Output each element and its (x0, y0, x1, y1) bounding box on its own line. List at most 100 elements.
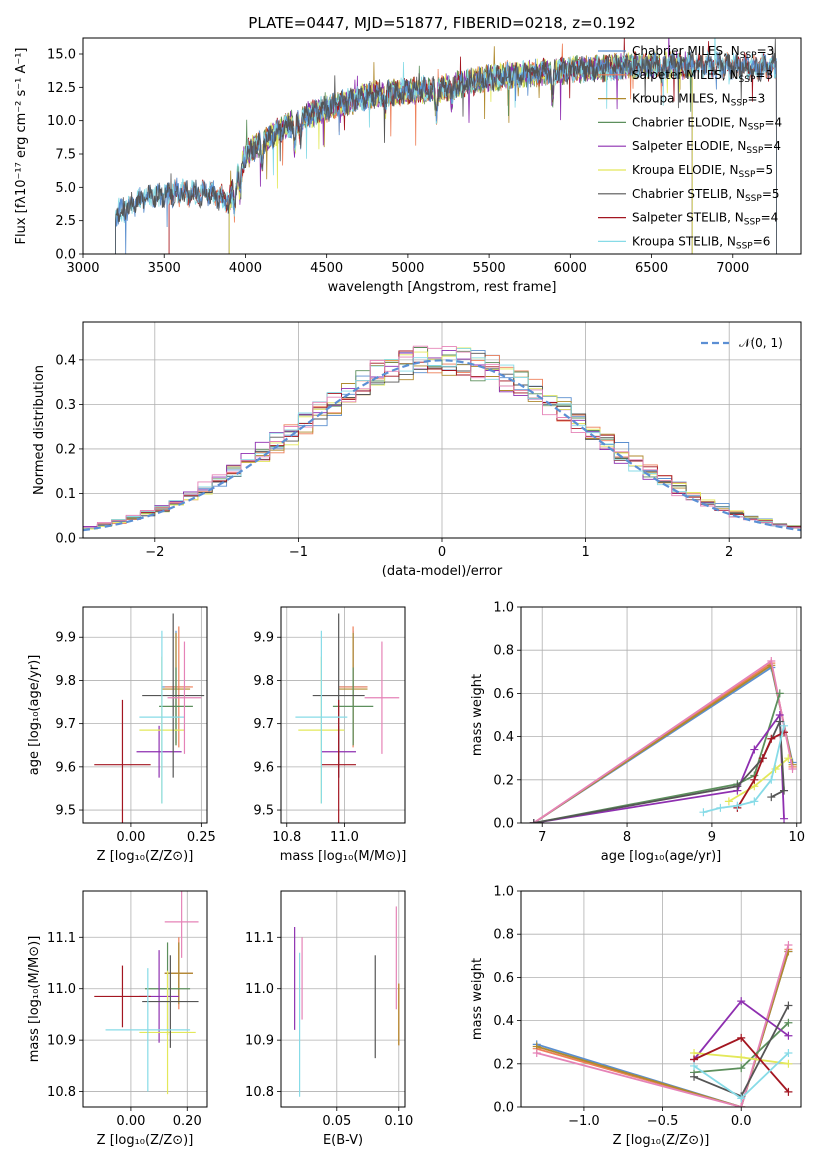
weight-marker (737, 1053, 746, 1062)
legend-n: =4 (763, 139, 781, 153)
weight-marker (784, 941, 793, 949)
weight-marker (784, 1087, 793, 1096)
y-tick-label: 9.8 (55, 674, 76, 689)
x-tick-label: 10 (788, 830, 805, 845)
y-tick-label: 9.5 (253, 804, 274, 819)
y-tick-label: 0.4 (493, 730, 514, 745)
histogram-pink (83, 345, 801, 538)
weight-marker (758, 754, 767, 763)
weight-marker (775, 717, 784, 726)
plot-area (83, 345, 801, 538)
y-axis-label: Normed distribution (32, 365, 47, 495)
x-tick-label: 0.25 (187, 830, 216, 845)
y-tick-label: 9.6 (253, 760, 274, 775)
legend-text: Chabrier MILES, N (632, 44, 740, 58)
figure-title: PLATE=0447, MJD=51877, FIBERID=0218, z=0… (248, 14, 635, 32)
axes-frame (520, 606, 802, 824)
legend-n: =3 (755, 68, 773, 82)
y-tick-label: 0.8 (493, 644, 514, 659)
weight-vs-Z-panel: −1.0 −0.5 0.0 0.0 0.2 0.4 0.6 0.8 1.0 Z [log₁₀(Z/… (470, 885, 802, 1148)
x-axis-label: (data-model)/error (382, 564, 503, 579)
weight-marker (767, 775, 776, 784)
y-axis-label: Flux [fλ10⁻¹⁷ erg cm⁻² s⁻¹ A⁻¹] (14, 48, 29, 245)
legend-text: Kroupa STELIB, N (632, 234, 736, 248)
x-tick-label: 0.00 (116, 1114, 145, 1129)
y-tick-label: 10.9 (245, 1034, 274, 1049)
legend-text: Salpeter MILES, N (632, 68, 739, 82)
x-tick-label: 0.10 (384, 1114, 413, 1129)
x-tick-label: 1 (581, 545, 589, 560)
x-axis-label: mass [log₁₀(M/M⊙)] (280, 849, 407, 864)
weight-marker (780, 814, 789, 823)
weight-marker (784, 754, 793, 763)
plot-area (94, 891, 199, 1095)
weight-marker (737, 997, 746, 1006)
legend-subscript: SSP (745, 194, 762, 204)
y-tick-label: 10.0 (47, 114, 76, 129)
axes-frame (82, 890, 208, 1108)
axes-frame (280, 890, 406, 1108)
weight-line (533, 693, 781, 823)
y-tick-label: 11.0 (245, 982, 274, 997)
legend-entry: Chabrier ELODIE, NSSP=4 (632, 115, 782, 132)
y-tick-label: 0.0 (55, 532, 76, 547)
x-tick-label: −1.0 (568, 1114, 600, 1129)
x-axis-label: Z [log₁₀(Z/Z⊙)] (97, 1133, 194, 1148)
legend-n: =6 (753, 234, 771, 248)
y-tick-label: 11.0 (47, 982, 76, 997)
y-tick-label: 1.0 (493, 885, 514, 900)
y-tick-label: 15.0 (47, 48, 76, 63)
axes-frame (82, 606, 208, 824)
legend-n: =5 (762, 187, 780, 201)
x-axis-label: E(B-V) (323, 1133, 363, 1148)
legend-subscript: SSP (748, 122, 765, 132)
x-tick-label: 6000 (554, 261, 587, 276)
y-tick-label: 0.4 (55, 353, 76, 368)
x-tick-label: 4500 (310, 261, 343, 276)
legend-subscript: SSP (739, 75, 756, 85)
legend-n: =3 (757, 44, 775, 58)
y-tick-label: 10.8 (245, 1085, 274, 1100)
weight-marker (784, 1031, 793, 1040)
plot-area (529, 657, 797, 823)
x-tick-label: 3000 (66, 261, 99, 276)
x-tick-label: 0.0 (731, 1114, 752, 1129)
x-tick-label: −1 (289, 545, 308, 560)
weight-marker (690, 1061, 699, 1070)
legend-entry: Chabrier MILES, NSSP=3 (632, 44, 774, 61)
y-tick-label: 0.6 (493, 687, 514, 702)
weight-marker (733, 801, 742, 810)
spectrum-line-chabrier-stelib (115, 38, 777, 254)
plot-area (294, 906, 400, 1097)
weight-marker (724, 797, 733, 806)
x-axis-label: Z [log₁₀(Z/Z⊙)] (97, 849, 194, 864)
y-tick-label: 9.5 (55, 804, 76, 819)
y-tick-label: 9.8 (253, 674, 274, 689)
x-tick-label: 5500 (473, 261, 506, 276)
x-tick-label: 8 (623, 830, 631, 845)
mass-vs-ebv-panel: 0.05 0.10 10.8 10.9 11.0 11.1 E(B-V) (245, 890, 413, 1148)
weight-line (536, 944, 790, 1107)
x-tick-label: 0.05 (322, 1114, 351, 1129)
legend-text: Salpeter ELODIE, N (632, 139, 746, 153)
y-axis-label: age [log₁₀(age/yr)] (27, 655, 42, 776)
legend-entry: Kroupa STELIB, NSSP=6 (632, 234, 770, 251)
weight-marker (788, 765, 797, 773)
x-tick-label: 0 (438, 545, 446, 560)
weight-marker (737, 1103, 746, 1107)
y-tick-label: 11.1 (47, 931, 76, 946)
axes-frame (520, 890, 802, 1108)
weight-marker (775, 689, 784, 698)
weight-marker (784, 1049, 793, 1057)
x-tick-label: −2 (145, 545, 164, 560)
age-vs-mass-panel: 10.8 11.0 9.5 9.6 9.7 9.8 9.9 mass [log₁₀(M/M⊙)… (253, 606, 407, 864)
y-tick-label: 11.1 (245, 931, 274, 946)
x-tick-label: 4000 (229, 261, 262, 276)
weight-marker (780, 786, 789, 795)
axes-frame (280, 606, 406, 824)
y-tick-label: 0.0 (55, 248, 76, 263)
weight-marker (780, 721, 789, 730)
plot-area (295, 613, 400, 823)
legend-subscript: SSP (736, 241, 753, 251)
